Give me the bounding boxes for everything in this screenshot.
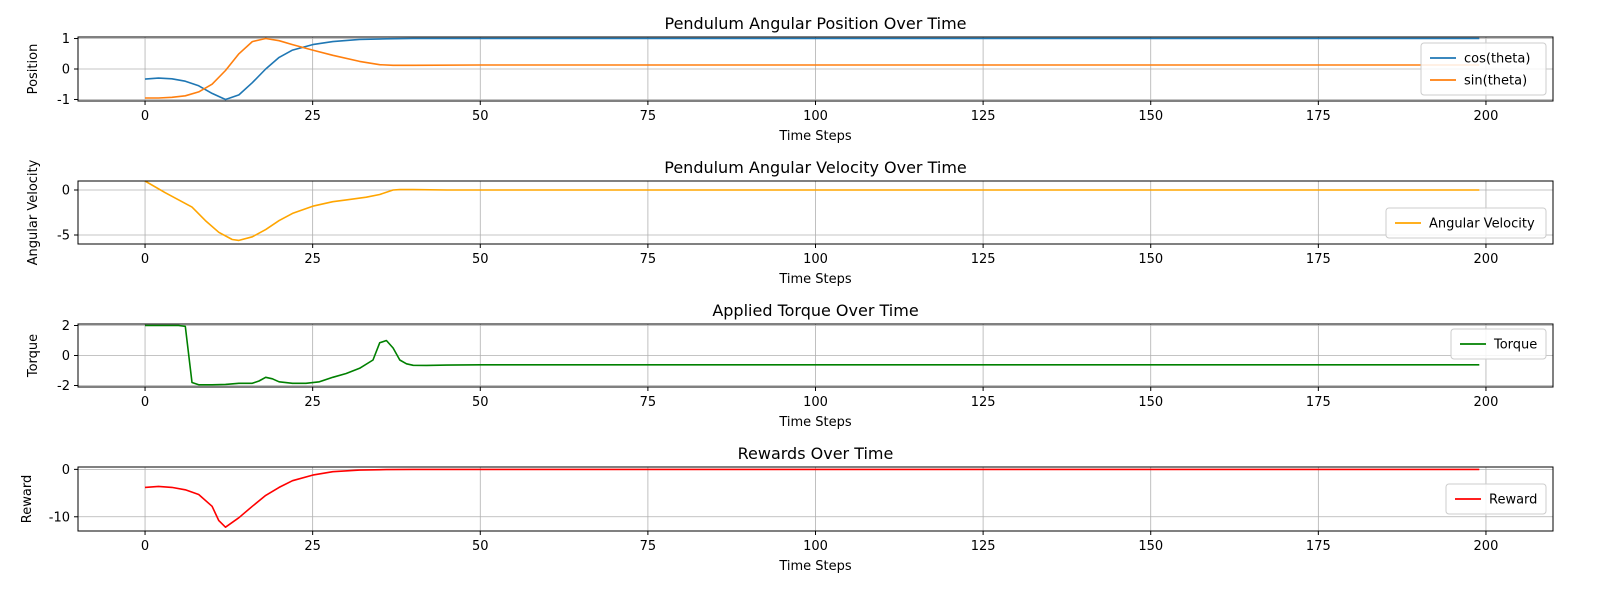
x-tick-label: 125 [971,539,996,554]
x-tick-label: 75 [640,395,657,410]
subplot-3: 0 25 50 75 100 125 150 175 200 -2 0 2 Applied Torque… [26,301,1554,430]
y-tick-label: 0 [62,463,70,478]
series-line-angular-velocity [144,180,1480,242]
legend-label: Reward [1489,493,1537,508]
x-tick-label: 25 [304,395,321,410]
chart-title: Applied Torque Over Time [712,301,918,320]
x-tick-label: 50 [472,539,489,554]
subplot-2: 0 25 50 75 100 125 150 175 200 -5 0 Pendulum Angula… [26,158,1554,287]
x-tick-label: 175 [1306,539,1331,554]
x-tick-label: 100 [803,395,828,410]
y-axis-label: Position [26,44,41,95]
y-tick-label: 1 [62,32,70,47]
chart-title: Rewards Over Time [738,444,894,463]
chart-title: Pendulum Angular Position Over Time [664,14,966,33]
y-tick-label: 0 [62,349,70,364]
y-tick-label: 0 [62,63,70,78]
x-tick-label: 75 [640,539,657,554]
x-tick-label: 200 [1474,395,1499,410]
y-tick-label: -1 [57,93,70,108]
series-line-cos-theta [144,37,1480,101]
x-tick-label: 150 [1138,252,1163,267]
series-line-sin-theta [145,37,1480,99]
x-tick-label: 200 [1474,539,1499,554]
x-tick-label: 0 [141,109,149,124]
y-axis-label: Torque [26,334,41,378]
legend-box [1445,483,1547,515]
x-axis-label: Time Steps [778,272,852,287]
x-tick-label: 125 [971,252,996,267]
x-tick-label: 50 [472,109,489,124]
y-tick-label: 2 [62,319,70,334]
legend-label: sin(theta) [1464,74,1527,89]
x-tick-label: 100 [803,252,828,267]
series-line-reward [144,468,1480,528]
x-tick-label: 175 [1306,252,1331,267]
x-tick-label: 0 [141,252,149,267]
x-axis-label: Time Steps [778,559,852,574]
y-tick-label: -5 [57,229,70,244]
x-tick-label: 200 [1474,252,1499,267]
legend: cos(theta) sin(theta) [1420,42,1547,96]
x-tick-label: 200 [1474,109,1499,124]
legend: Reward [1445,483,1547,515]
legend-label: Angular Velocity [1429,217,1535,232]
y-tick-label: -2 [57,379,70,394]
subplot-4: 0 25 50 75 100 125 150 175 200 -10 0 Rewards Over T… [20,444,1554,574]
x-tick-label: 25 [304,109,321,124]
series-line-torque [145,324,1480,386]
y-axis-label: Reward [20,475,35,523]
subplot-1: 0 25 50 75 100 125 150 175 200 -1 0 1 Pendulum Angul… [26,14,1554,144]
x-axis-label: Time Steps [778,129,852,144]
legend-label: Torque [1493,338,1537,353]
x-tick-label: 125 [971,395,996,410]
y-tick-label: -10 [49,510,70,525]
legend-box [1420,42,1547,96]
x-tick-label: 125 [971,109,996,124]
x-tick-label: 0 [141,395,149,410]
x-tick-label: 0 [141,539,149,554]
legend-label: cos(theta) [1464,52,1530,67]
x-tick-label: 150 [1138,109,1163,124]
y-axis-label: Angular Velocity [26,159,41,265]
x-tick-label: 150 [1138,539,1163,554]
x-axis-label: Time Steps [778,415,852,430]
legend-box [1450,328,1547,360]
y-tick-label: 0 [62,184,70,199]
chart-title: Pendulum Angular Velocity Over Time [664,158,967,177]
legend-box [1385,207,1547,239]
x-tick-label: 175 [1306,395,1331,410]
x-tick-label: 100 [803,539,828,554]
x-tick-label: 150 [1138,395,1163,410]
x-tick-label: 50 [472,252,489,267]
legend: Angular Velocity [1385,207,1547,239]
x-tick-label: 50 [472,395,489,410]
x-tick-label: 175 [1306,109,1331,124]
x-tick-label: 25 [304,252,321,267]
legend: Torque [1450,328,1547,360]
x-tick-label: 100 [803,109,828,124]
x-tick-label: 75 [640,109,657,124]
x-tick-label: 75 [640,252,657,267]
x-tick-label: 25 [304,539,321,554]
